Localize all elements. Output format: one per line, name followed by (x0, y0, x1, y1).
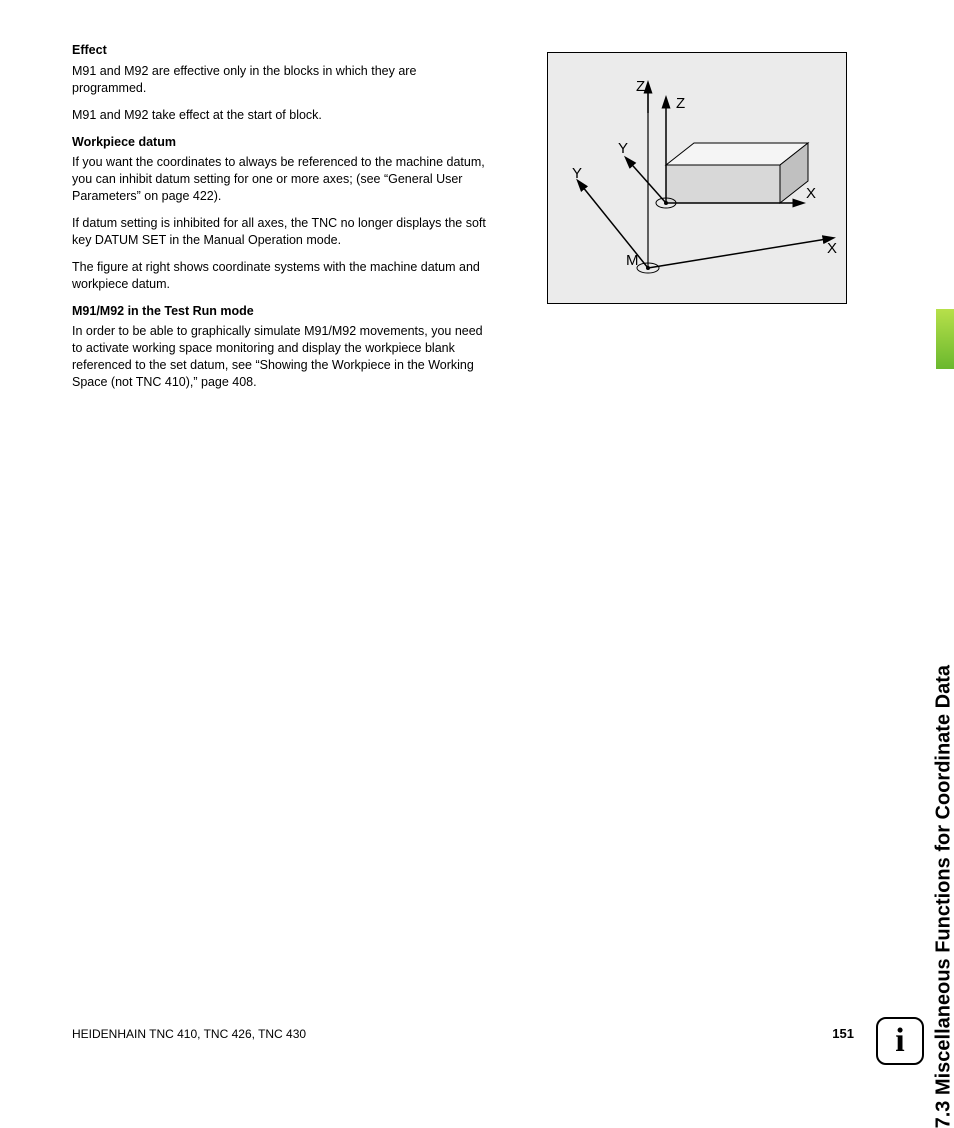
heading-workpiece-datum: Workpiece datum (72, 134, 492, 151)
coordinate-diagram-svg: Z Z Y Y X X M (548, 53, 846, 303)
label-x-inner: X (806, 185, 816, 202)
paragraph: M91 and M92 are effective only in the bl… (72, 63, 492, 97)
paragraph: M91 and M92 take effect at the start of … (72, 107, 492, 124)
info-icon-glyph: i (895, 1022, 904, 1060)
page: Effect M91 and M92 are effective only in… (0, 0, 954, 1091)
paragraph: If datum setting is inhibited for all ax… (72, 215, 492, 249)
footer-page-number: 151 (832, 1026, 854, 1041)
label-y-outer: Y (572, 165, 582, 182)
side-tab (914, 34, 954, 668)
side-tab-accent (936, 309, 954, 369)
label-z-inner: Z (676, 95, 685, 112)
heading-effect: Effect (72, 42, 492, 59)
label-m: M (626, 252, 639, 269)
body-text-column: Effect M91 and M92 are effective only in… (72, 42, 492, 401)
paragraph: If you want the coordinates to always be… (72, 154, 492, 205)
paragraph: The figure at right shows coordinate sys… (72, 259, 492, 293)
paragraph: In order to be able to graphically simul… (72, 323, 492, 391)
heading-test-run: M91/M92 in the Test Run mode (72, 303, 492, 320)
info-icon: i (876, 1017, 924, 1065)
label-z-outer: Z (636, 78, 645, 95)
label-y-inner: Y (618, 140, 628, 157)
coordinate-system-figure: Z Z Y Y X X M (547, 52, 847, 304)
label-x-outer: X (827, 240, 837, 257)
section-title-vertical: 7.3 Miscellaneous Functions for Coordina… (932, 665, 954, 1128)
footer-product-line: HEIDENHAIN TNC 410, TNC 426, TNC 430 (72, 1027, 306, 1041)
